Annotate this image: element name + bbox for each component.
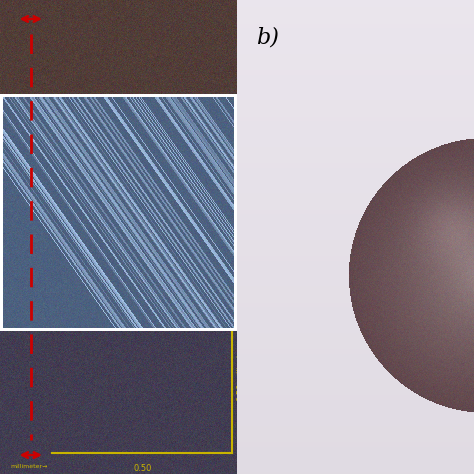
Text: 0.50: 0.50: [133, 464, 151, 473]
Text: millimeter→: millimeter→: [11, 464, 48, 469]
Text: 0.50: 0.50: [236, 383, 245, 401]
Text: b): b): [256, 26, 279, 48]
Text: millimeter: millimeter: [236, 347, 241, 379]
